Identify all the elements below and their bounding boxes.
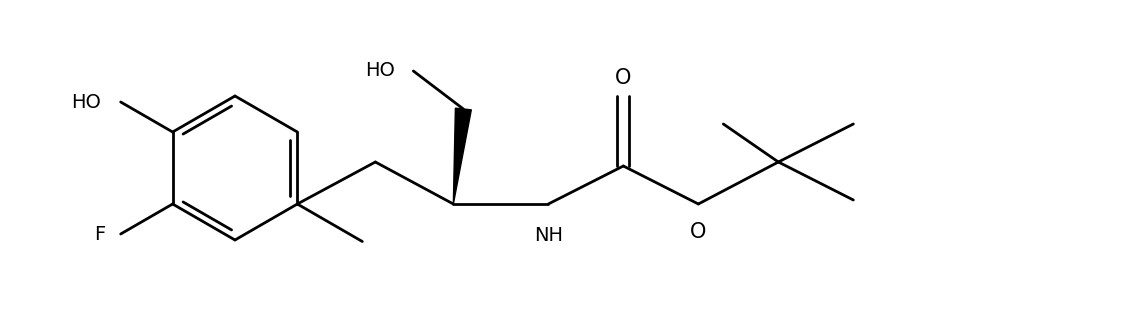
Text: NH: NH — [534, 226, 563, 245]
Polygon shape — [454, 108, 471, 204]
Text: HO: HO — [71, 92, 101, 112]
Text: HO: HO — [366, 61, 395, 81]
Text: F: F — [94, 224, 105, 244]
Text: O: O — [690, 222, 707, 242]
Text: O: O — [615, 68, 631, 88]
